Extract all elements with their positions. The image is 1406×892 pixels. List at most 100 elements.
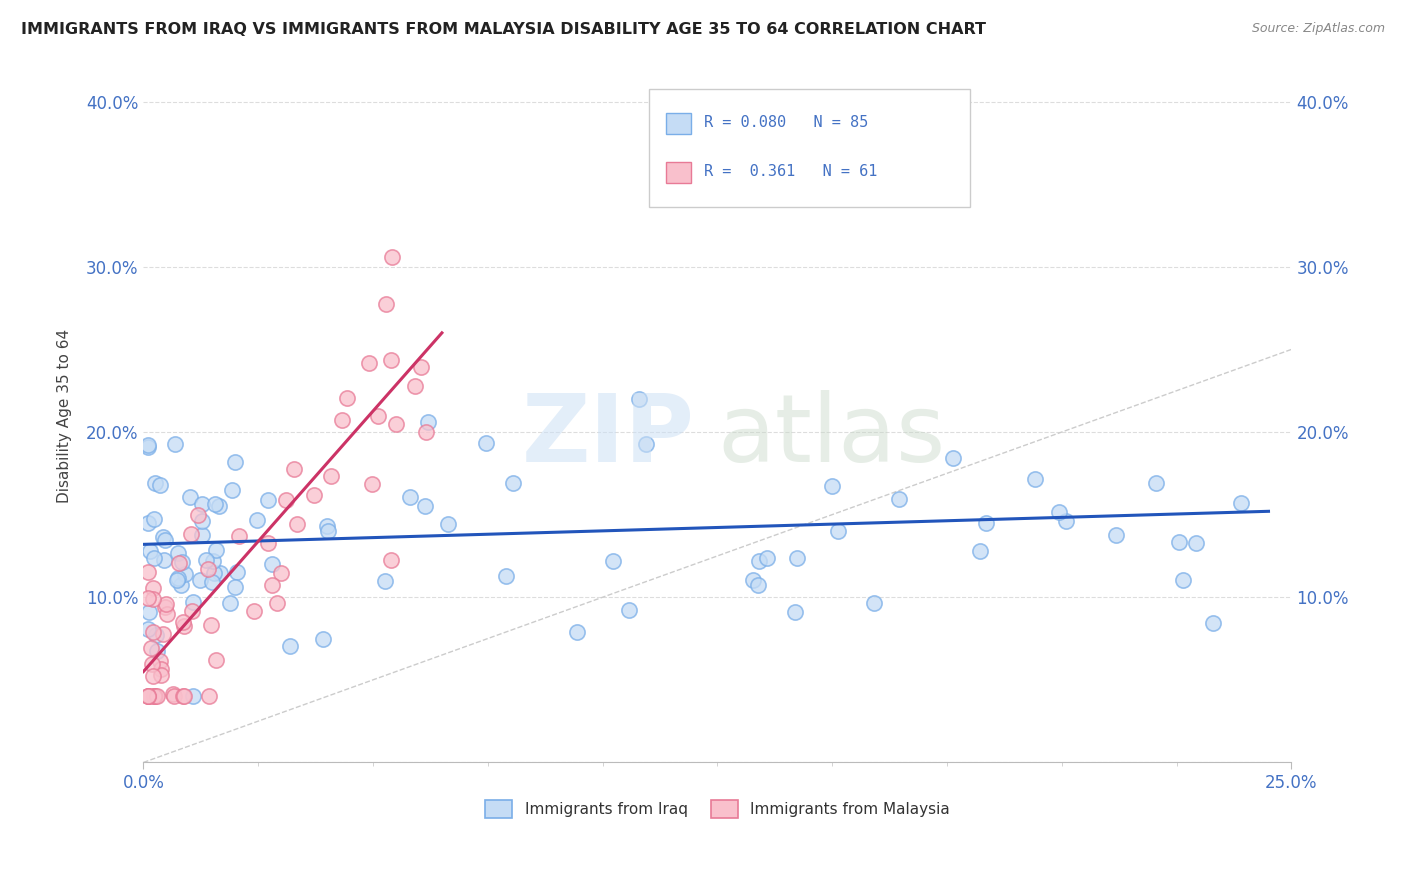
Point (1104, 528, 1126, 542)
Point (502, 475, 524, 490)
Text: Source: ZipAtlas.com: Source: ZipAtlas.com (1251, 22, 1385, 36)
Point (785, 605, 807, 619)
Point (887, 491, 910, 506)
Point (146, 690, 169, 704)
Point (138, 690, 160, 704)
Point (224, 580, 246, 594)
Point (172, 690, 194, 704)
Point (136, 516, 159, 530)
Point (138, 543, 160, 558)
Point (756, 551, 779, 566)
Point (260, 577, 283, 591)
Point (152, 626, 174, 640)
Point (374, 574, 396, 589)
Point (359, 355, 381, 369)
Point (136, 438, 159, 452)
Point (136, 690, 159, 704)
Point (155, 599, 177, 614)
Point (748, 554, 770, 568)
Point (1167, 535, 1189, 549)
Point (384, 417, 406, 431)
Point (138, 605, 160, 619)
Point (138, 690, 160, 704)
Point (375, 297, 398, 311)
Point (619, 602, 641, 616)
Point (180, 527, 202, 541)
Point (136, 591, 159, 605)
Point (173, 567, 195, 582)
Point (194, 552, 217, 566)
Point (208, 499, 231, 513)
Bar (666, 113, 690, 135)
Point (634, 436, 657, 450)
Point (380, 352, 402, 367)
Point (169, 556, 191, 570)
Point (200, 574, 222, 589)
Point (179, 490, 201, 504)
Point (1024, 472, 1046, 486)
Point (367, 409, 389, 423)
Point (166, 573, 188, 587)
Point (827, 524, 849, 538)
Point (152, 530, 174, 544)
Point (224, 454, 246, 468)
Point (142, 551, 165, 566)
Point (380, 553, 402, 567)
Point (942, 451, 965, 466)
Point (167, 546, 190, 560)
Point (747, 578, 769, 592)
Point (1185, 535, 1208, 549)
Text: R = 0.080   N = 85: R = 0.080 N = 85 (703, 115, 868, 130)
Y-axis label: Disability Age 35 to 64: Disability Age 35 to 64 (58, 328, 72, 502)
Point (143, 512, 166, 526)
Point (156, 607, 179, 622)
Point (218, 596, 240, 610)
Point (173, 690, 195, 704)
FancyBboxPatch shape (648, 89, 970, 207)
Point (204, 542, 226, 557)
Point (188, 573, 211, 587)
Point (149, 477, 172, 491)
Point (208, 566, 231, 580)
Point (316, 519, 339, 533)
Point (360, 477, 382, 491)
Text: IMMIGRANTS FROM IRAQ VS IMMIGRANTS FROM MALAYSIA DISABILITY AGE 35 TO 64 CORRELA: IMMIGRANTS FROM IRAQ VS IMMIGRANTS FROM … (21, 22, 986, 37)
Point (153, 533, 176, 547)
Legend: Immigrants from Iraq, Immigrants from Malaysia: Immigrants from Iraq, Immigrants from Ma… (479, 794, 956, 824)
Point (415, 425, 437, 439)
Point (204, 653, 226, 667)
Point (1171, 573, 1194, 587)
Point (226, 565, 249, 579)
Point (142, 591, 165, 606)
Point (278, 639, 301, 653)
Point (170, 578, 193, 592)
Point (149, 662, 172, 676)
Point (786, 550, 808, 565)
Point (153, 553, 176, 567)
Point (143, 690, 166, 704)
Point (167, 571, 190, 585)
Point (565, 625, 588, 640)
Point (136, 565, 159, 579)
Point (204, 497, 226, 511)
Point (270, 566, 292, 581)
Point (330, 413, 353, 427)
Point (409, 360, 432, 375)
Point (1144, 475, 1167, 490)
Point (163, 690, 186, 704)
Point (1047, 505, 1070, 519)
Point (191, 528, 214, 542)
Point (246, 513, 269, 527)
Point (311, 632, 333, 646)
Point (741, 573, 763, 587)
Point (141, 641, 163, 656)
Point (242, 604, 264, 618)
Point (202, 566, 225, 581)
Point (143, 690, 166, 704)
Point (155, 598, 177, 612)
Point (136, 690, 159, 704)
Point (256, 536, 278, 550)
Point (1202, 616, 1225, 631)
Point (863, 596, 886, 610)
Point (146, 644, 169, 658)
